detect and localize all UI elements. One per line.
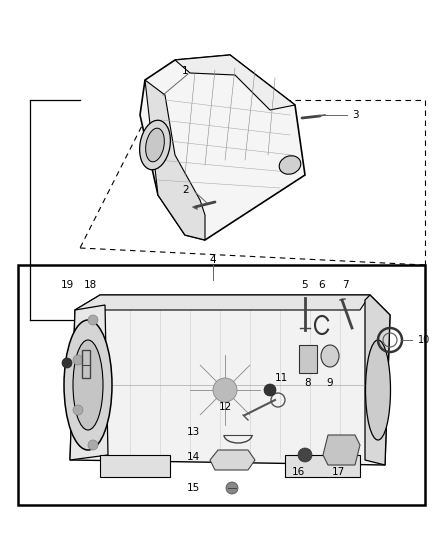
Polygon shape — [70, 295, 390, 465]
Circle shape — [226, 482, 238, 494]
Text: 15: 15 — [187, 483, 200, 493]
Polygon shape — [140, 55, 305, 240]
Circle shape — [88, 315, 98, 325]
Ellipse shape — [64, 320, 112, 450]
Circle shape — [62, 358, 72, 368]
Circle shape — [213, 378, 237, 402]
Text: 13: 13 — [187, 427, 200, 437]
Polygon shape — [175, 55, 295, 110]
Polygon shape — [365, 295, 390, 465]
Text: 17: 17 — [332, 467, 345, 477]
Circle shape — [73, 405, 83, 415]
Polygon shape — [70, 305, 108, 460]
Ellipse shape — [73, 340, 103, 430]
Bar — [18, 265, 425, 505]
Polygon shape — [145, 80, 205, 240]
Text: 19: 19 — [60, 280, 74, 290]
Ellipse shape — [365, 340, 391, 440]
Text: 18: 18 — [83, 280, 97, 290]
Bar — [100, 455, 170, 477]
Polygon shape — [323, 435, 360, 465]
Text: 4: 4 — [210, 255, 216, 265]
Polygon shape — [210, 450, 255, 470]
Ellipse shape — [321, 345, 339, 367]
Text: 14: 14 — [187, 452, 200, 462]
Ellipse shape — [140, 120, 170, 169]
Circle shape — [88, 440, 98, 450]
Bar — [285, 455, 360, 477]
Ellipse shape — [279, 156, 301, 174]
Bar — [299, 345, 317, 373]
Text: 7: 7 — [342, 280, 348, 290]
Text: 6: 6 — [319, 280, 325, 290]
Circle shape — [298, 448, 312, 462]
Text: 16: 16 — [291, 467, 304, 477]
Polygon shape — [75, 295, 370, 310]
Text: 5: 5 — [302, 280, 308, 290]
Text: 10: 10 — [418, 335, 430, 345]
Text: 9: 9 — [327, 378, 333, 388]
Text: 12: 12 — [219, 402, 232, 412]
Circle shape — [73, 355, 83, 365]
Text: 2: 2 — [183, 185, 189, 195]
Text: 3: 3 — [352, 110, 358, 120]
Circle shape — [264, 384, 276, 396]
Ellipse shape — [146, 128, 164, 162]
Text: 1: 1 — [182, 66, 188, 76]
Text: 8: 8 — [305, 378, 311, 388]
Text: 11: 11 — [275, 373, 288, 383]
